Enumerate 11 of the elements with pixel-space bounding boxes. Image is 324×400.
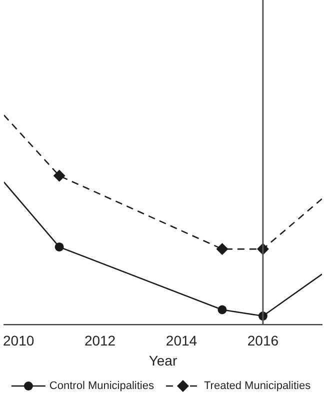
x-tick-label: 2014: [166, 332, 198, 349]
legend-label: Treated Municipalities: [204, 380, 312, 392]
legend-label: Control Municipalities: [49, 380, 154, 392]
x-axis-title: Year: [148, 352, 178, 368]
point: [53, 170, 66, 182]
x-tick-label: 2016: [247, 332, 279, 349]
point: [218, 305, 227, 314]
x-tick-label: 2012: [84, 332, 116, 349]
x-tick-label: 2010: [2, 332, 34, 349]
point: [216, 243, 228, 256]
point: [54, 242, 64, 252]
